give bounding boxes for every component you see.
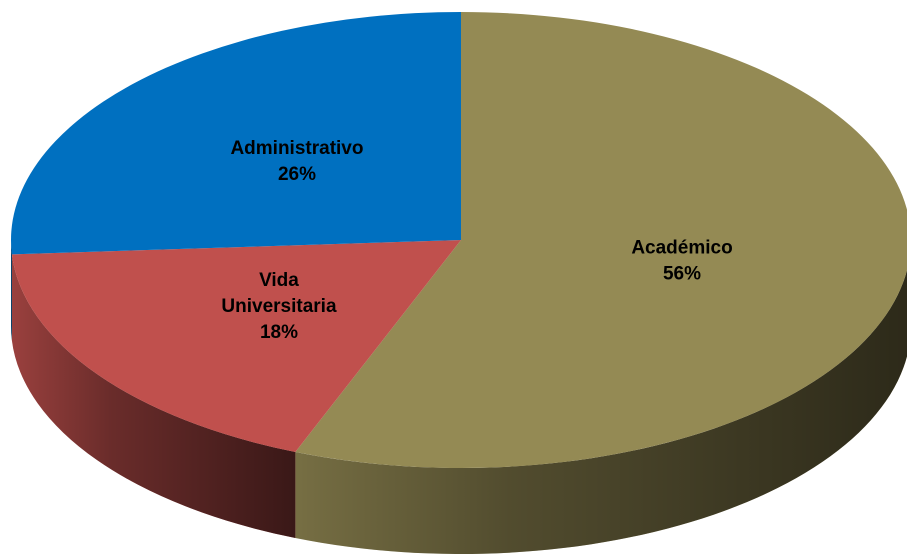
value-label: 18% [260, 322, 298, 343]
label-line: Universitaria [221, 296, 337, 317]
slice-label: Administrativo [230, 138, 363, 159]
slice-label: Académico [631, 237, 732, 258]
label-line: Vida [259, 270, 299, 291]
slice [295, 12, 907, 468]
side-shade [295, 270, 907, 554]
slice-label: Vida Universitaria [221, 270, 337, 317]
value-label: 56% [663, 263, 701, 284]
side-shade [11, 240, 12, 341]
side-shade [11, 254, 296, 538]
slice [11, 240, 461, 452]
value-label: 26% [278, 164, 316, 185]
slice [11, 12, 462, 255]
